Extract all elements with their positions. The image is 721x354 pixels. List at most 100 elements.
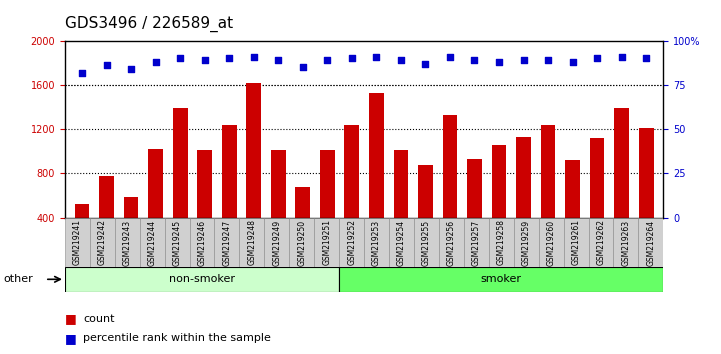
Bar <box>565 160 580 262</box>
Point <box>174 56 186 61</box>
Bar <box>296 187 310 262</box>
Text: smoker: smoker <box>481 274 522 284</box>
Point <box>322 57 333 63</box>
Text: GSM219261: GSM219261 <box>572 219 580 266</box>
Point <box>150 59 162 65</box>
FancyBboxPatch shape <box>564 218 588 267</box>
Text: GSM219251: GSM219251 <box>322 219 331 266</box>
FancyBboxPatch shape <box>314 218 339 267</box>
Text: GSM219259: GSM219259 <box>522 219 531 266</box>
Text: GSM219254: GSM219254 <box>397 219 406 266</box>
FancyBboxPatch shape <box>364 218 389 267</box>
FancyBboxPatch shape <box>265 218 289 267</box>
Bar <box>173 108 187 262</box>
Point <box>420 61 431 67</box>
Point <box>469 57 480 63</box>
Text: GSM219247: GSM219247 <box>223 219 231 266</box>
Bar <box>394 150 408 262</box>
Text: percentile rank within the sample: percentile rank within the sample <box>83 333 271 343</box>
FancyBboxPatch shape <box>190 218 214 267</box>
FancyBboxPatch shape <box>638 218 663 267</box>
Bar <box>418 165 433 262</box>
Point <box>640 56 652 61</box>
Bar <box>345 125 359 262</box>
Bar <box>99 176 114 262</box>
Text: GSM219255: GSM219255 <box>422 219 431 266</box>
Bar <box>541 125 555 262</box>
FancyBboxPatch shape <box>588 218 614 267</box>
Text: count: count <box>83 314 115 324</box>
Text: GSM219262: GSM219262 <box>596 219 606 266</box>
Bar <box>320 150 335 262</box>
FancyBboxPatch shape <box>339 267 663 292</box>
Text: ■: ■ <box>65 332 76 344</box>
Point <box>395 57 407 63</box>
Bar <box>467 159 482 262</box>
Text: other: other <box>4 274 33 284</box>
Point <box>371 54 382 59</box>
FancyBboxPatch shape <box>489 218 513 267</box>
Bar <box>247 83 261 262</box>
FancyBboxPatch shape <box>140 218 164 267</box>
Point <box>567 59 578 65</box>
Bar <box>271 150 286 262</box>
Bar <box>149 149 163 262</box>
FancyBboxPatch shape <box>90 218 115 267</box>
Text: GSM219258: GSM219258 <box>497 219 505 266</box>
Bar <box>443 115 457 262</box>
Point <box>125 66 137 72</box>
Text: GSM219241: GSM219241 <box>73 219 82 266</box>
Bar <box>198 150 212 262</box>
Point <box>248 54 260 59</box>
Point <box>542 57 554 63</box>
Text: GDS3496 / 226589_at: GDS3496 / 226589_at <box>65 16 233 32</box>
Text: GSM219243: GSM219243 <box>123 219 132 266</box>
FancyBboxPatch shape <box>115 218 140 267</box>
Bar <box>492 145 506 262</box>
Point <box>297 64 309 70</box>
Text: GSM219253: GSM219253 <box>372 219 381 266</box>
FancyBboxPatch shape <box>65 267 339 292</box>
Text: GSM219242: GSM219242 <box>98 219 107 266</box>
FancyBboxPatch shape <box>214 218 239 267</box>
Text: GSM219248: GSM219248 <box>247 219 257 266</box>
FancyBboxPatch shape <box>464 218 489 267</box>
Text: GSM219263: GSM219263 <box>622 219 630 266</box>
Point <box>273 57 284 63</box>
Point <box>493 59 505 65</box>
FancyBboxPatch shape <box>239 218 265 267</box>
Bar <box>639 128 653 262</box>
Text: GSM219249: GSM219249 <box>273 219 281 266</box>
Bar <box>369 93 384 262</box>
FancyBboxPatch shape <box>439 218 464 267</box>
Text: GSM219244: GSM219244 <box>148 219 156 266</box>
FancyBboxPatch shape <box>614 218 638 267</box>
Text: ■: ■ <box>65 312 76 325</box>
Point <box>591 56 603 61</box>
Text: GSM219250: GSM219250 <box>297 219 306 266</box>
Point <box>346 56 358 61</box>
FancyBboxPatch shape <box>289 218 314 267</box>
Text: non-smoker: non-smoker <box>169 274 235 284</box>
Point <box>76 70 88 75</box>
Text: GSM219245: GSM219245 <box>172 219 182 266</box>
Bar <box>614 108 629 262</box>
FancyBboxPatch shape <box>164 218 190 267</box>
Point <box>444 54 456 59</box>
Bar <box>75 205 89 262</box>
Point <box>224 56 235 61</box>
Bar <box>516 137 531 262</box>
Text: GSM219246: GSM219246 <box>198 219 206 266</box>
Point <box>518 57 529 63</box>
Text: GSM219256: GSM219256 <box>447 219 456 266</box>
FancyBboxPatch shape <box>513 218 539 267</box>
Text: GSM219260: GSM219260 <box>547 219 556 266</box>
Text: GSM219257: GSM219257 <box>472 219 481 266</box>
Bar <box>222 125 236 262</box>
FancyBboxPatch shape <box>389 218 414 267</box>
Bar <box>124 197 138 262</box>
FancyBboxPatch shape <box>539 218 564 267</box>
Text: GSM219264: GSM219264 <box>646 219 655 266</box>
Text: GSM219252: GSM219252 <box>347 219 356 266</box>
FancyBboxPatch shape <box>339 218 364 267</box>
